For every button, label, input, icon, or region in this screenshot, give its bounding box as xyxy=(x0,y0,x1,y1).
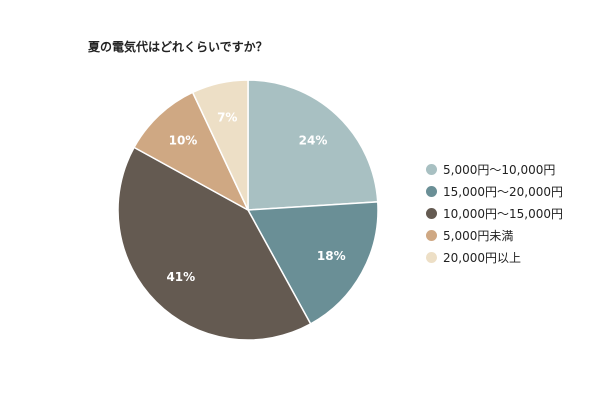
legend-swatch xyxy=(426,251,437,263)
legend-label: 5,000円未満 xyxy=(443,228,514,243)
legend-item: 15,000円〜20,000円 xyxy=(426,180,563,202)
slice-data-label: 41% xyxy=(166,270,195,284)
pie-slice xyxy=(246,201,379,325)
pie-slice xyxy=(191,79,249,211)
pie-slice xyxy=(117,146,312,341)
legend-item: 10,000円〜15,000円 xyxy=(426,202,563,224)
legend-item: 5,000円未満 xyxy=(426,224,563,246)
legend-label: 15,000円〜20,000円 xyxy=(443,184,563,199)
legend-label: 20,000円以上 xyxy=(443,250,521,265)
slice-data-label: 24% xyxy=(299,134,328,148)
legend: 5,000円〜10,000円 15,000円〜20,000円 10,000円〜15,… xyxy=(426,158,563,268)
legend-label: 5,000円〜10,000円 xyxy=(443,162,556,177)
pie-slice xyxy=(133,91,250,212)
legend-swatch xyxy=(426,185,437,197)
legend-swatch xyxy=(426,229,437,241)
chart-title: 夏の電気代はどれくらいですか？ xyxy=(88,40,268,54)
legend-swatch xyxy=(426,163,437,175)
pie-slice xyxy=(247,79,379,211)
legend-item: 20,000円以上 xyxy=(426,246,563,268)
legend-label: 10,000円〜15,000円 xyxy=(443,206,563,221)
slice-data-label: 7% xyxy=(217,110,237,124)
legend-swatch xyxy=(426,207,437,219)
slice-data-label: 10% xyxy=(169,134,198,148)
legend-item: 5,000円〜10,000円 xyxy=(426,158,563,180)
slice-data-label: 18% xyxy=(317,249,346,263)
